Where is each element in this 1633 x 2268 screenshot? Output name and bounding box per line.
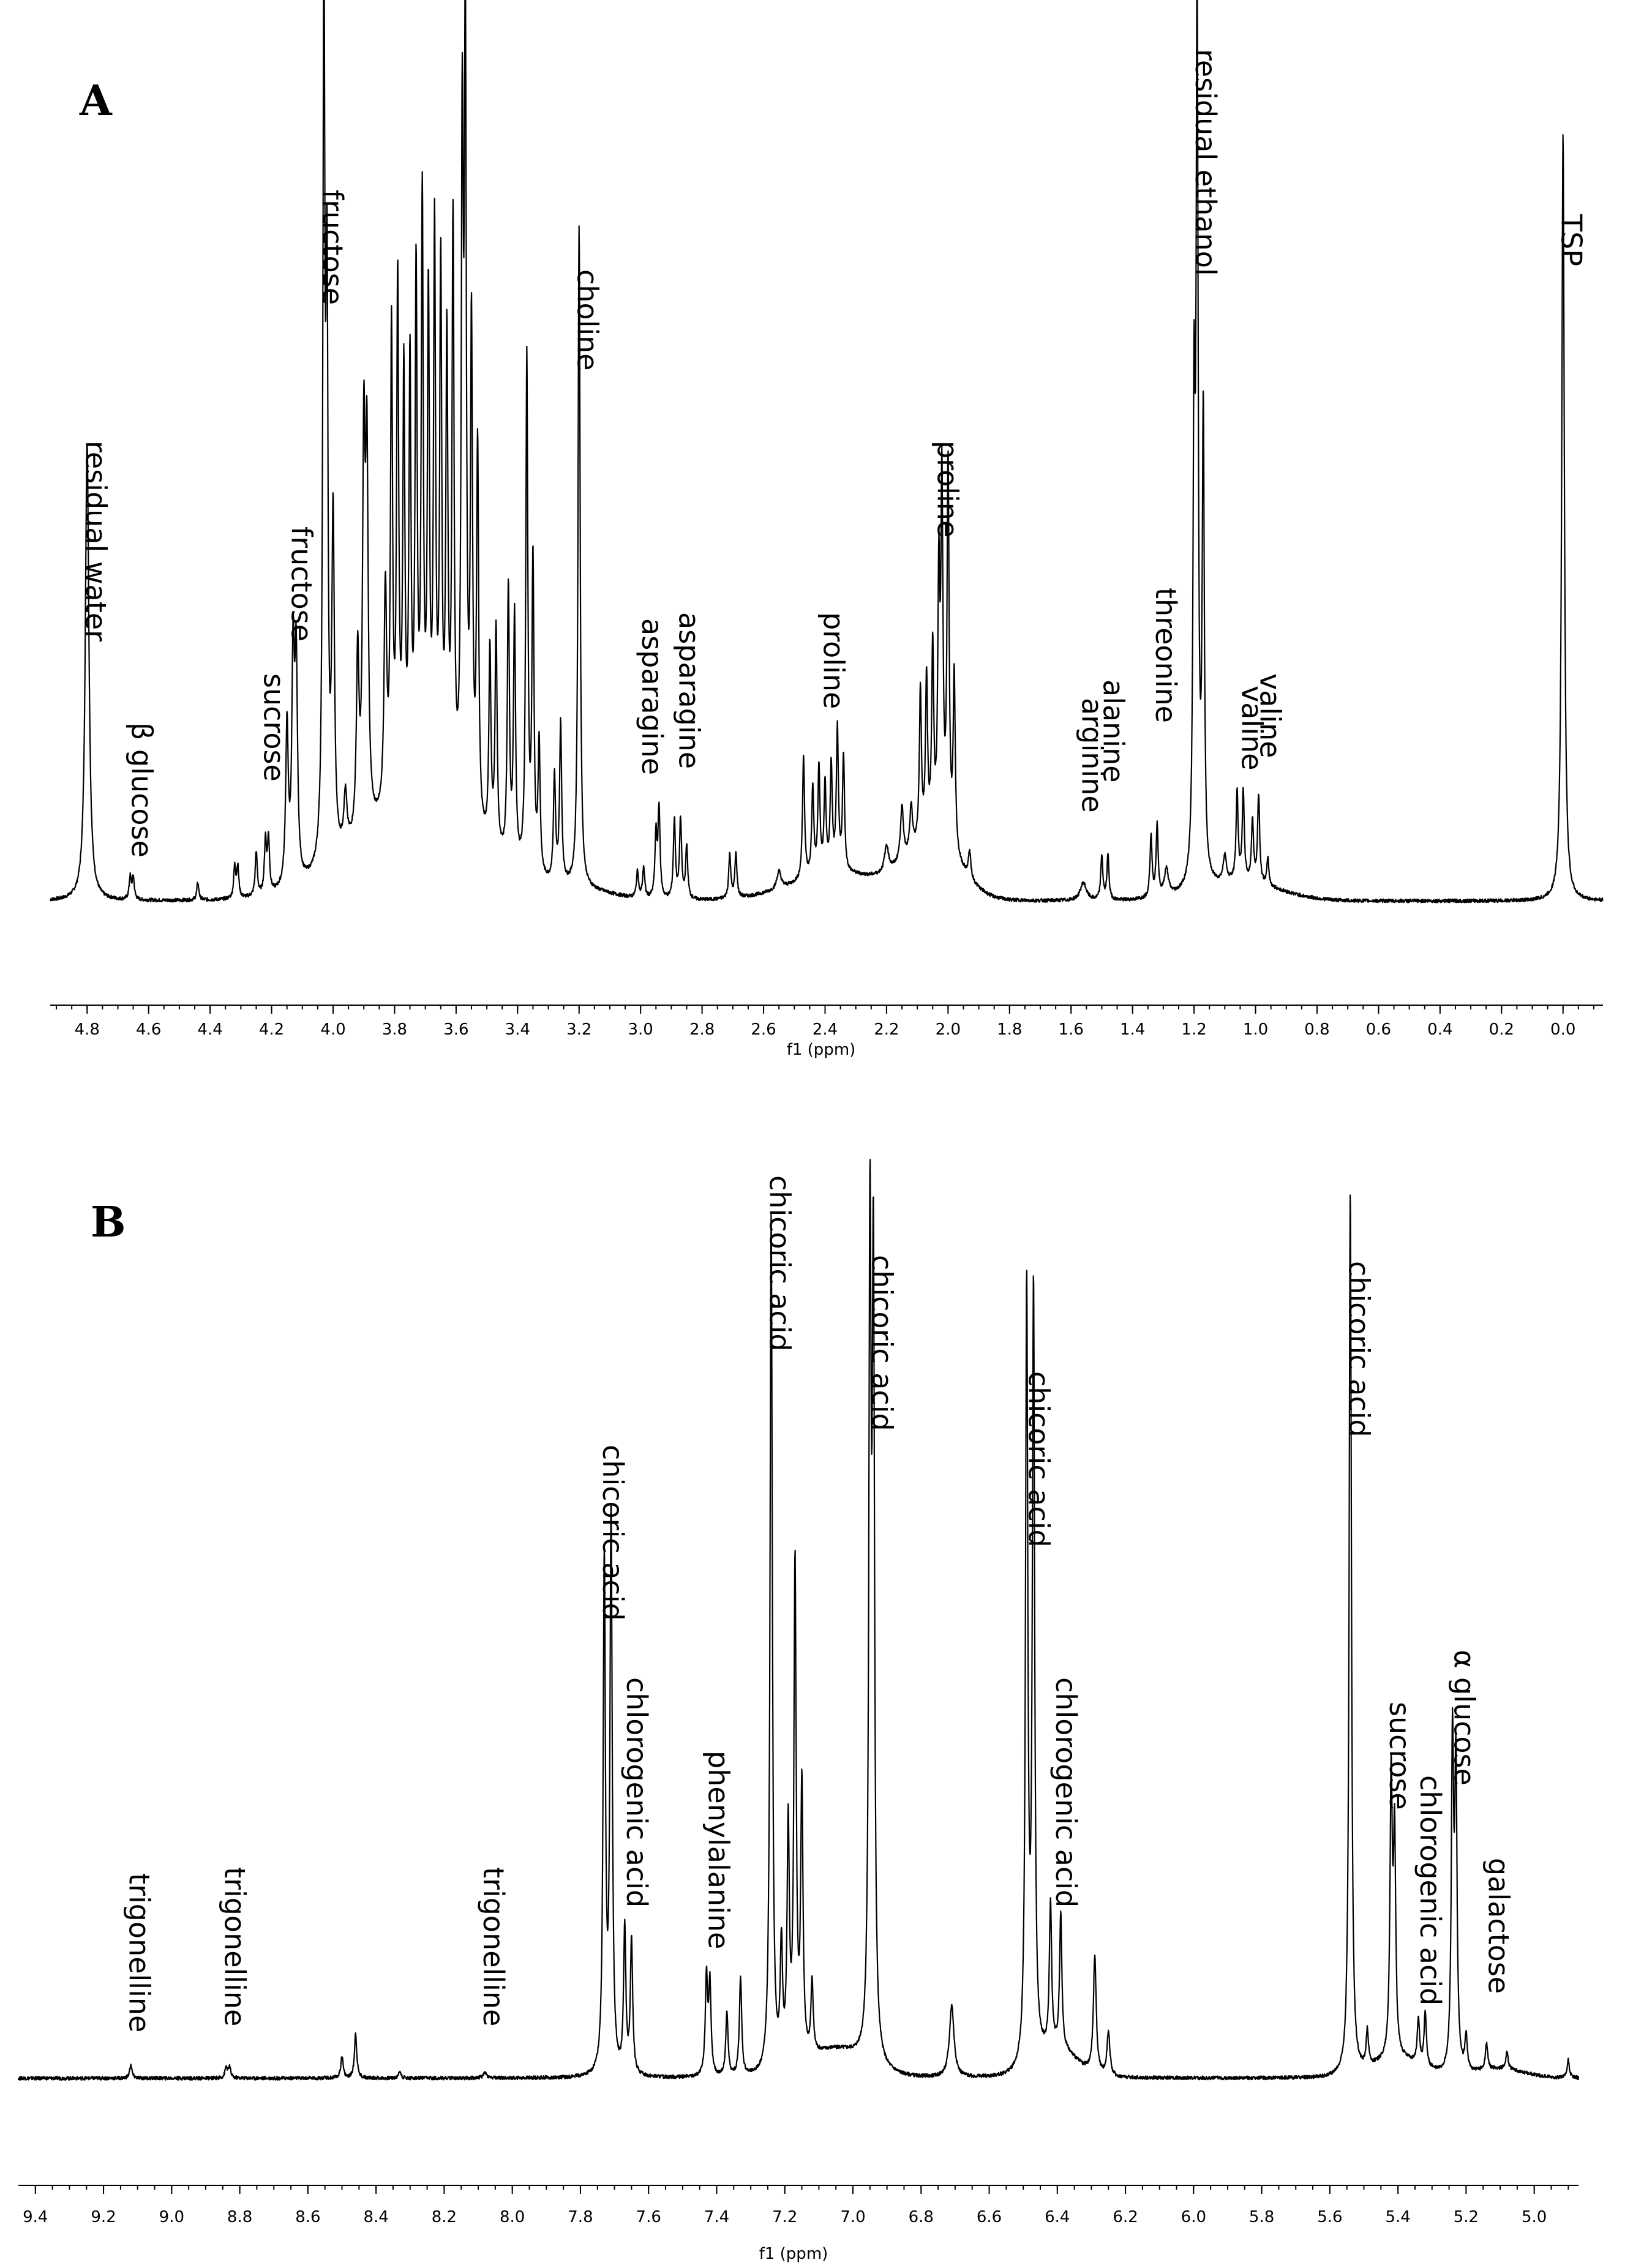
- x-ticks-b: 9.4 9.2 9.0 8.8 8.6 8.4 8.2 8.0 7.8 7.6 7.4 7.2 7.0 6…: [23, 2185, 1569, 2226]
- x-tick-label: 4.0: [320, 1020, 345, 1039]
- peak-label: choline: [571, 269, 604, 371]
- x-tick-label: 2.4: [813, 1020, 838, 1039]
- peak-label: chicoric acid: [1342, 1261, 1375, 1437]
- x-tick-label: 3.0: [628, 1020, 653, 1039]
- peak-label: asparagine: [636, 618, 669, 775]
- x-tick-label: 6.6: [977, 2208, 1002, 2226]
- x-tick-label: 0.4: [1427, 1020, 1452, 1039]
- x-tick-label: 3.8: [382, 1020, 407, 1039]
- x-tick-label: 7.2: [772, 2208, 797, 2226]
- x-tick-label: 9.0: [159, 2208, 184, 2226]
- peak-label: sucrose: [1383, 1702, 1416, 1810]
- x-tick-label: 0.6: [1366, 1020, 1391, 1039]
- x-tick-label: 5.2: [1454, 2208, 1479, 2226]
- peak-label: residual water: [79, 441, 112, 642]
- peak-label: TSP: [1555, 214, 1588, 266]
- peak-label: galactose: [1482, 1858, 1515, 1994]
- x-tick-label: 6.4: [1045, 2208, 1070, 2226]
- x-tick-label: 7.6: [636, 2208, 661, 2226]
- x-tick-label: 1.0: [1243, 1020, 1268, 1039]
- x-tick-label: 2.0: [936, 1020, 961, 1039]
- x-tick-label: 7.8: [568, 2208, 593, 2226]
- x-tick-label: 8.8: [227, 2208, 252, 2226]
- x-tick-label: 3.4: [505, 1020, 530, 1039]
- x-tick-label: 8.6: [295, 2208, 320, 2226]
- x-tick-label: 3.2: [566, 1020, 591, 1039]
- x-tick-label: 7.0: [840, 2208, 865, 2226]
- peak-label: chlorogenic acid: [620, 1677, 653, 1907]
- x-tick-label: 3.6: [443, 1020, 468, 1039]
- peak-label: phenylalanine: [702, 1751, 735, 1949]
- peak-label: trigonelline: [123, 1873, 156, 2032]
- x-tick-label: 5.6: [1317, 2208, 1342, 2226]
- x-tick-label: 8.2: [432, 2208, 457, 2226]
- peak-label: trigonelline: [218, 1867, 251, 2026]
- peak-label: α glucose: [1448, 1650, 1481, 1786]
- panel-b: B 9.4 9.2 9.0 8.8 8.6 8.4 8.2 8.0 7.8 7.6 7.4 7.2 7.…: [17, 1159, 1580, 2263]
- x-tick-label: 5.8: [1249, 2208, 1274, 2226]
- peak-label: chicoric acid: [1022, 1371, 1055, 1548]
- peak-label: asparagine: [673, 612, 706, 769]
- peak-label: chlorogenic acid: [1414, 1775, 1447, 2005]
- peak-label: fructose: [285, 526, 318, 642]
- x-tick-label: 8.0: [500, 2208, 525, 2226]
- x-tick-label: 1.2: [1181, 1020, 1206, 1039]
- x-tick-label: 9.4: [23, 2208, 48, 2226]
- peak-label: chlorogenic acid: [1049, 1677, 1083, 1907]
- peak-label: proline: [817, 612, 850, 709]
- x-tick-label: 4.4: [197, 1020, 222, 1039]
- x-tick-label: 4.2: [259, 1020, 284, 1039]
- x-axis-title-a: f1 (ppm): [787, 1041, 856, 1059]
- x-tick-label: 1.4: [1120, 1020, 1145, 1039]
- x-tick-label: 7.4: [704, 2208, 729, 2226]
- x-tick-label: 0.8: [1304, 1020, 1329, 1039]
- peak-labels-a: residual water β glucose sucrose fructose fr…: [79, 49, 1588, 858]
- peak-label: β glucose: [126, 722, 159, 858]
- x-tick-label: 0.0: [1550, 1020, 1575, 1039]
- x-tick-label: 4.6: [136, 1020, 161, 1039]
- peak-label: proline: [931, 441, 964, 537]
- x-tick-label: 2.2: [874, 1020, 899, 1039]
- peak-label: threonine: [1149, 588, 1182, 723]
- x-tick-label: 5.0: [1522, 2208, 1547, 2226]
- x-tick-label: 6.2: [1113, 2208, 1138, 2226]
- spectrum-b-trace: [17, 1159, 1580, 2081]
- x-tick-label: 8.4: [363, 2208, 388, 2226]
- x-tick-label: 1.8: [997, 1020, 1022, 1039]
- x-tick-label: 6.0: [1181, 2208, 1206, 2226]
- x-tick-label: 4.8: [75, 1020, 100, 1039]
- peak-label: chicoric acid: [865, 1255, 898, 1431]
- spectrum-a-trace: [50, 0, 1604, 904]
- peak-label: arginine: [1075, 698, 1108, 813]
- peak-label: fructose: [316, 190, 349, 305]
- panel-a: A 4.8 4.6 4.4 4.2 4.0 3.8 3.6 3.4 3.2 3.0 2.8 2.6 2.…: [50, 0, 1604, 1059]
- panel-a-letter: A: [79, 77, 113, 125]
- peak-label: alanine: [1097, 679, 1130, 783]
- panel-b-letter: B: [91, 1198, 126, 1247]
- x-tick-label: 1.6: [1059, 1020, 1084, 1039]
- peak-label: chicoric acid: [764, 1175, 797, 1352]
- peak-labels-b: trigonelline trigonelline trigonelline chic…: [123, 1175, 1515, 2032]
- x-axis-title-b: f1 (ppm): [759, 2245, 828, 2263]
- peak-label: valine: [1236, 686, 1269, 770]
- x-ticks-a: 4.8 4.6 4.4 4.2 4.0 3.8 3.6 3.4 3.2 3.0 2.8 2.6 2.4 2…: [56, 1005, 1594, 1039]
- x-tick-label: 9.2: [91, 2208, 116, 2226]
- peak-label: valine: [1254, 673, 1287, 758]
- x-tick-label: 2.8: [689, 1020, 715, 1039]
- x-tick-label: 5.4: [1385, 2208, 1410, 2226]
- x-tick-label: 0.2: [1489, 1020, 1514, 1039]
- peak-label: chicoric acid: [596, 1445, 629, 1621]
- x-tick-label: 6.8: [909, 2208, 934, 2226]
- peak-label: sucrose: [258, 673, 291, 782]
- peak-label: residual ethanol: [1189, 49, 1222, 276]
- x-tick-label: 2.6: [751, 1020, 776, 1039]
- peak-label: trigonelline: [477, 1867, 510, 2026]
